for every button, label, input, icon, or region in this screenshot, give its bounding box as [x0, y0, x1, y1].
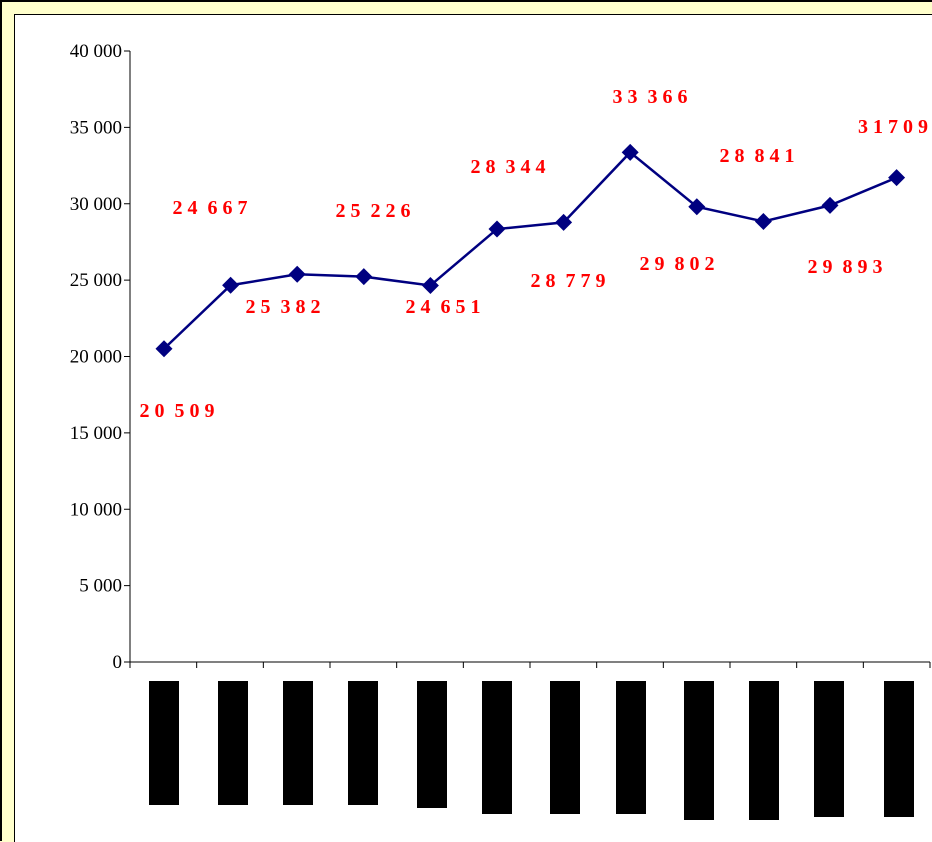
redacted-category-label — [616, 681, 646, 814]
data-point-marker — [421, 276, 439, 294]
y-tick-label: 5 000 — [79, 576, 122, 597]
data-point-marker — [222, 276, 240, 294]
data-point-marker — [288, 265, 306, 283]
data-point-marker — [355, 268, 373, 286]
y-tick-label: 0 — [113, 652, 123, 673]
data-label: 2 4 6 5 1 — [406, 296, 481, 318]
redacted-category-label — [218, 681, 248, 805]
redacted-category-label — [283, 681, 313, 805]
data-label: 2 8 3 4 4 — [471, 156, 546, 178]
data-point-marker — [688, 198, 706, 216]
data-point-marker — [888, 169, 906, 187]
data-label: 2 9 8 9 3 — [808, 256, 883, 278]
redacted-category-label — [149, 681, 179, 805]
data-point-marker — [488, 220, 506, 238]
redacted-category-label — [884, 681, 914, 817]
redacted-category-label — [550, 681, 580, 814]
data-label: 2 8 8 4 1 — [720, 145, 795, 167]
redacted-category-label — [684, 681, 714, 820]
data-point-marker — [754, 212, 772, 230]
data-label: 2 9 8 0 2 — [640, 253, 715, 275]
data-point-marker — [621, 143, 639, 161]
data-label: 3 3 3 6 6 — [613, 86, 688, 108]
data-point-marker — [555, 213, 573, 231]
data-point-marker — [821, 196, 839, 214]
data-label: 2 8 7 7 9 — [531, 270, 606, 292]
series-line — [163, 150, 898, 350]
y-tick-label: 30 000 — [70, 194, 122, 215]
data-label: 2 4 6 6 7 — [173, 197, 248, 219]
data-label: 2 5 2 2 6 — [336, 200, 411, 222]
redacted-category-label — [749, 681, 779, 820]
data-point-marker — [155, 340, 173, 358]
data-label: 2 5 3 8 2 — [246, 296, 321, 318]
y-tick-label: 15 000 — [70, 423, 122, 444]
y-tick-label: 25 000 — [70, 270, 122, 291]
y-tick-label: 20 000 — [70, 347, 122, 368]
redacted-category-label — [348, 681, 378, 805]
redacted-category-label — [814, 681, 844, 817]
redacted-category-label — [482, 681, 512, 814]
data-label: 3 1 7 0 9 — [858, 116, 928, 138]
redacted-category-label — [417, 681, 447, 808]
data-label: 2 0 5 0 9 — [140, 400, 215, 422]
y-tick-label: 35 000 — [70, 117, 122, 138]
y-tick-label: 40 000 — [70, 41, 122, 62]
y-tick-label: 10 000 — [70, 499, 122, 520]
